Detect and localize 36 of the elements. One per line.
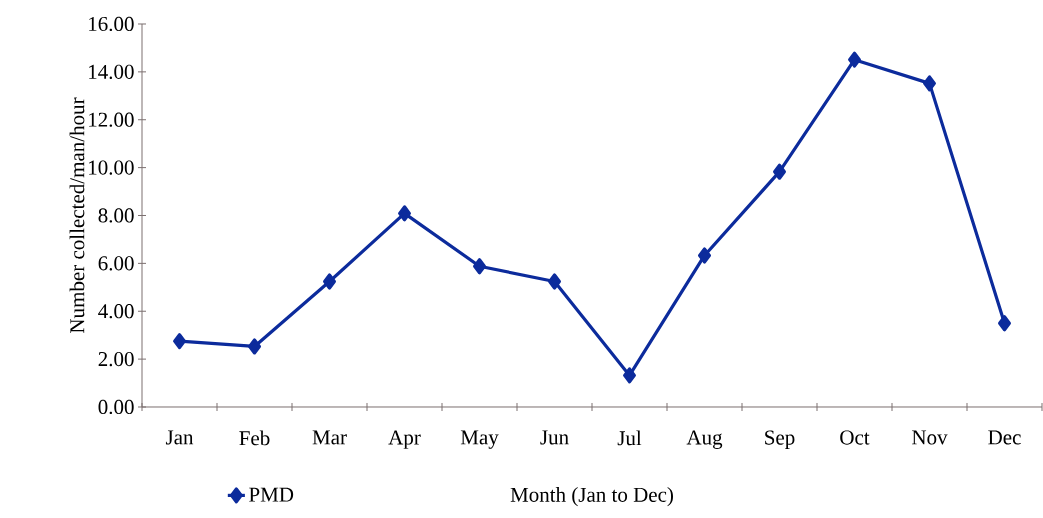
y-tick-label: 10.00 bbox=[89, 160, 134, 175]
x-tick-label: Dec bbox=[988, 430, 1021, 445]
point bbox=[698, 247, 711, 264]
x-tick-label: May bbox=[460, 430, 499, 449]
point bbox=[548, 273, 561, 290]
x-tick-label: Mar bbox=[312, 430, 347, 445]
point bbox=[623, 367, 636, 384]
point bbox=[848, 51, 861, 68]
x-tick-label: Aug bbox=[686, 430, 723, 449]
x-tick-label: Jan bbox=[165, 430, 194, 445]
y-tick-label: 0.00 bbox=[98, 399, 134, 415]
point bbox=[323, 273, 336, 290]
y-axis-title: Number collected/man/hour bbox=[69, 97, 85, 333]
y-tick-label: 14.00 bbox=[89, 64, 134, 79]
x-tick-label: Feb bbox=[239, 430, 270, 446]
legend-label: PMD bbox=[249, 487, 294, 502]
x-tick-label: Oct bbox=[840, 430, 870, 445]
point bbox=[923, 75, 936, 92]
x-tick-label: Jul bbox=[617, 430, 642, 446]
x-tick-label: Sep bbox=[765, 430, 795, 449]
point bbox=[173, 333, 186, 350]
point bbox=[998, 315, 1011, 332]
x-axis-title: Month (Jan to Dec) bbox=[510, 487, 674, 507]
y-tick-label: 2.00 bbox=[98, 351, 134, 367]
x-tick-label: Jun bbox=[540, 430, 569, 445]
x-tick-label: Apr bbox=[388, 430, 421, 449]
point bbox=[473, 258, 486, 275]
point bbox=[398, 205, 411, 222]
y-tick-label: 6.00 bbox=[98, 256, 134, 271]
y-tick-label: 16.00 bbox=[89, 16, 134, 32]
x-tick-label: Nov bbox=[912, 430, 948, 445]
y-tick-label: 4.00 bbox=[98, 304, 134, 319]
y-tick-label: 8.00 bbox=[98, 208, 134, 223]
y-tick-label: 12.00 bbox=[89, 112, 134, 127]
point bbox=[248, 338, 261, 355]
point bbox=[773, 163, 786, 180]
